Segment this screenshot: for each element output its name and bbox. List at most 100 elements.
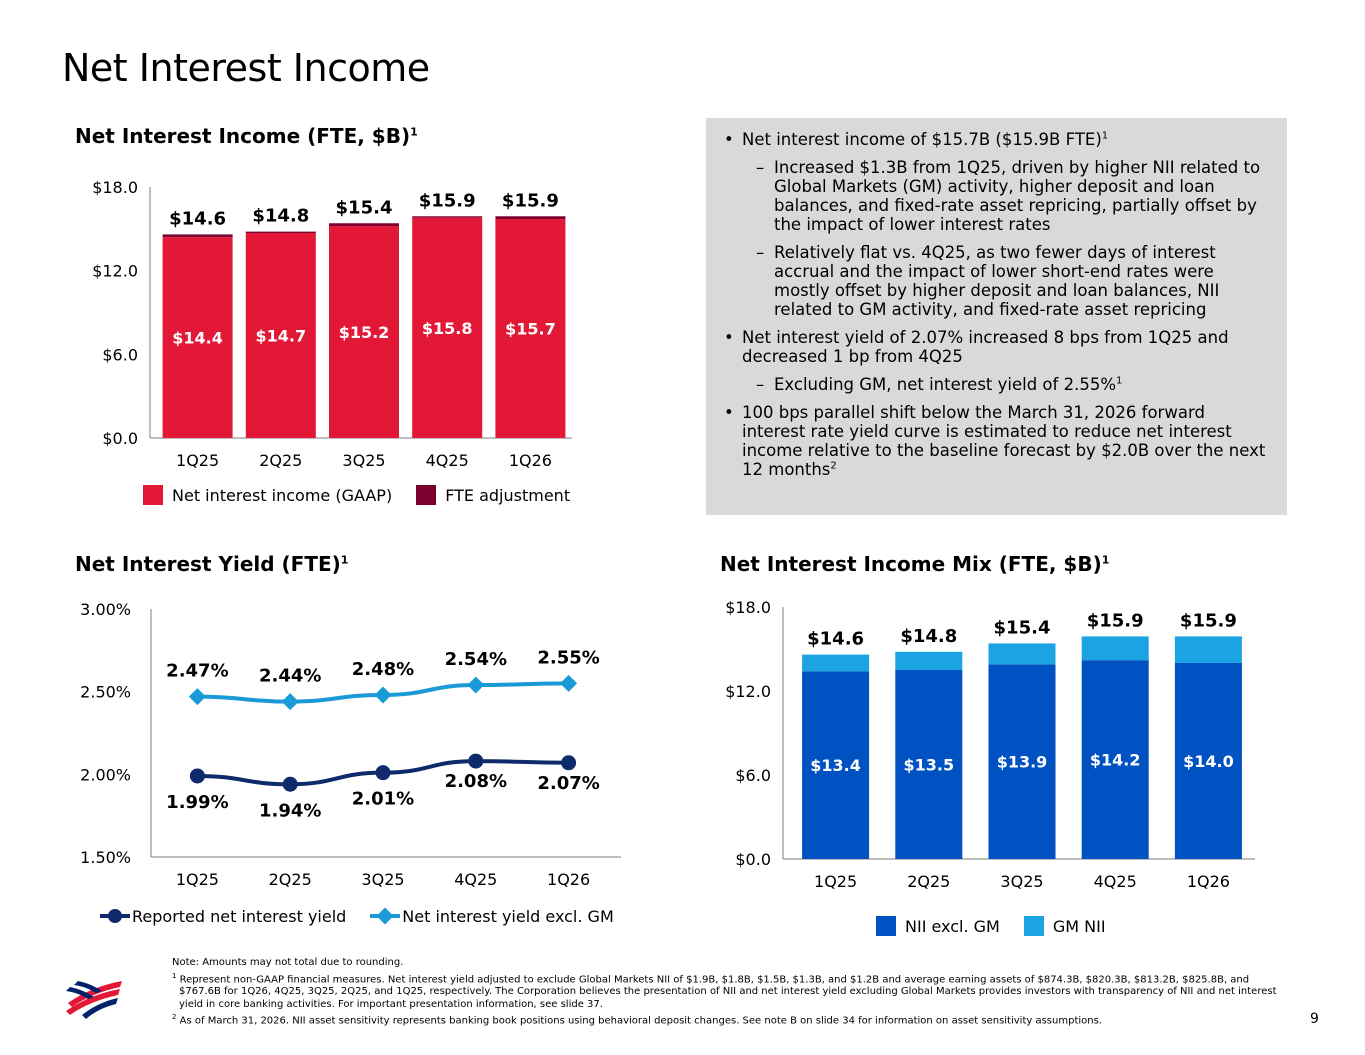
bar-base (1174, 663, 1242, 859)
bar-top (495, 216, 566, 220)
legend-item-gm-nii: GM NII (1023, 916, 1106, 936)
bar-total-label: $14.6 (169, 208, 226, 229)
bullet-nii: Net interest income of $15.7B ($15.9B FT… (724, 130, 1267, 149)
y-tick-label: $6.0 (735, 766, 771, 785)
legend-label-gm-nii: GM NII (1052, 916, 1106, 936)
yield-title-text: Net Interest Yield (FTE) (75, 552, 341, 576)
footnote-2-text: As of March 31, 2026. NII asset sensitiv… (179, 1015, 1102, 1027)
x-tick-label: 1Q25 (814, 872, 857, 891)
y-tick-label: $6.0 (102, 345, 138, 364)
x-tick-label: 4Q25 (426, 451, 469, 470)
point-excl-gm (281, 693, 299, 711)
x-tick-label: 3Q25 (1000, 872, 1043, 891)
x-tick-label: 2Q25 (269, 870, 312, 889)
bar-total-label: $14.8 (252, 206, 309, 227)
y-tick-label: 2.50% (80, 683, 131, 702)
bar-value-label: $13.9 (997, 753, 1048, 772)
y-tick-label: $18.0 (92, 178, 138, 197)
point-excl-gm (560, 674, 578, 692)
bar-total-label: $15.9 (1087, 610, 1144, 631)
point-label-reported: 2.07% (537, 773, 599, 794)
bar-base (329, 226, 399, 438)
legend-item-nii-excl-gm: NII excl. GM (876, 916, 1000, 936)
x-tick-label: 2Q25 (259, 451, 302, 470)
sub-bullet-excl-gm-text: Excluding GM, net interest yield of 2.55… (774, 375, 1116, 394)
legend-item-excl-gm: Net interest yield excl. GM (370, 906, 614, 926)
y-tick-label: 1.50% (80, 848, 131, 867)
y-tick-label: 2.00% (80, 765, 131, 784)
bar-top (895, 651, 963, 670)
page-number: 9 (1310, 1011, 1319, 1027)
bar-value-label: $13.4 (810, 756, 861, 775)
sub-bullet-excl-gm-sup: 1 (1116, 375, 1123, 387)
nii-legend: Net interest income (GAAP) FTE adjustmen… (143, 485, 594, 505)
legend-marker-reported (100, 909, 130, 923)
x-tick-label: 1Q26 (547, 870, 590, 889)
bar-base (412, 217, 483, 438)
y-tick-label: $0.0 (735, 850, 771, 869)
bar-top (1174, 636, 1242, 663)
point-label-reported: 1.99% (166, 792, 228, 813)
point-reported (189, 768, 205, 784)
sub-bullet-4q25: Relatively flat vs. 4Q25, as two fewer d… (724, 243, 1267, 319)
legend-label-nii-excl-gm: NII excl. GM (905, 916, 1000, 936)
bar-value-label: $15.7 (505, 320, 556, 339)
bar-total-label: $15.9 (419, 190, 476, 211)
footnote-1: 1 Represent non-GAAP financial measures.… (172, 970, 1282, 1012)
legend-swatch-gaap (143, 485, 163, 505)
footnotes: Note: Amounts may not total due to round… (172, 957, 1282, 1028)
bar-top (802, 654, 870, 672)
bar-value-label: $14.2 (1090, 751, 1141, 770)
bar-base (495, 219, 566, 438)
x-tick-label: 4Q25 (454, 870, 497, 889)
bar-top (162, 234, 233, 238)
bar-total-label: $14.6 (807, 629, 864, 650)
bullet-sensitivity-text: 100 bps parallel shift below the March 3… (742, 403, 1266, 479)
legend-label-reported: Reported net interest yield (132, 906, 347, 926)
x-tick-label: 4Q25 (1094, 872, 1137, 891)
point-label-reported: 2.01% (352, 789, 414, 810)
footnote-2-mark: 2 (172, 1013, 177, 1022)
sub-bullet-excl-gm: Excluding GM, net interest yield of 2.55… (724, 375, 1267, 394)
nii-title-text: Net Interest Income (FTE, $B) (75, 124, 411, 148)
footnote-note: Note: Amounts may not total due to round… (172, 957, 404, 968)
bar-top (1081, 636, 1149, 661)
bar-base (162, 237, 233, 438)
legend-swatch-fte (416, 485, 437, 505)
mix-chart-title: Net Interest Income Mix (FTE, $B)1 (720, 552, 1109, 576)
bar-base (245, 233, 316, 438)
yield-chart: 1.50% 2.00% 2.50% 3.00% 1Q25 2Q25 3Q25 4Q25 1Q26… (80, 600, 621, 889)
y-tick-label: $0.0 (102, 429, 138, 448)
bar-value-label: $13.5 (903, 756, 954, 775)
y-tick-label: 3.00% (80, 600, 131, 619)
x-tick-label: 1Q25 (176, 451, 219, 470)
legend-item-reported: Reported net interest yield (100, 906, 346, 926)
page-title: Net Interest Income (62, 46, 430, 90)
point-label-reported: 1.94% (259, 800, 321, 821)
footnote-1-text: Represent non-GAAP financial measures. N… (179, 973, 1277, 1010)
footnote-2: 2 As of March 31, 2026. NII asset sensit… (172, 1011, 1282, 1028)
bar-top (329, 223, 399, 227)
point-label-excl-gm: 2.48% (352, 659, 414, 680)
point-reported (468, 753, 484, 769)
bank-logo-icon (66, 981, 122, 1019)
bar-value-label: $15.2 (339, 323, 390, 342)
legend-marker-excl-gm (370, 907, 401, 925)
nii-chart: $0.0 $6.0 $12.0 $18.0 $14.4 $14.6 1Q25 $14.7 $14… (92, 178, 572, 470)
bar-base (802, 671, 870, 859)
bar-total-label: $15.9 (1180, 610, 1237, 631)
bar-base (988, 664, 1056, 859)
bar-top (245, 231, 316, 234)
bar-top (988, 643, 1056, 665)
legend-label-excl-gm: Net interest yield excl. GM (402, 906, 614, 926)
legend-item-gaap: Net interest income (GAAP) (143, 485, 392, 505)
point-label-excl-gm: 2.54% (445, 649, 507, 670)
legend-item-fte: FTE adjustment (416, 485, 570, 505)
mix-chart: $0.0 $6.0 $12.0 $18.0 $13.4 $14.6 1Q25 $13.5 $14… (725, 598, 1255, 891)
point-excl-gm (467, 676, 485, 694)
point-excl-gm (188, 688, 206, 706)
mix-legend: NII excl. GM GM NII (876, 916, 1130, 936)
footnote-1-mark: 1 (172, 971, 177, 980)
sub-bullet-1q25: Increased $1.3B from 1Q25, driven by hig… (724, 158, 1267, 234)
y-tick-label: $18.0 (725, 598, 771, 617)
